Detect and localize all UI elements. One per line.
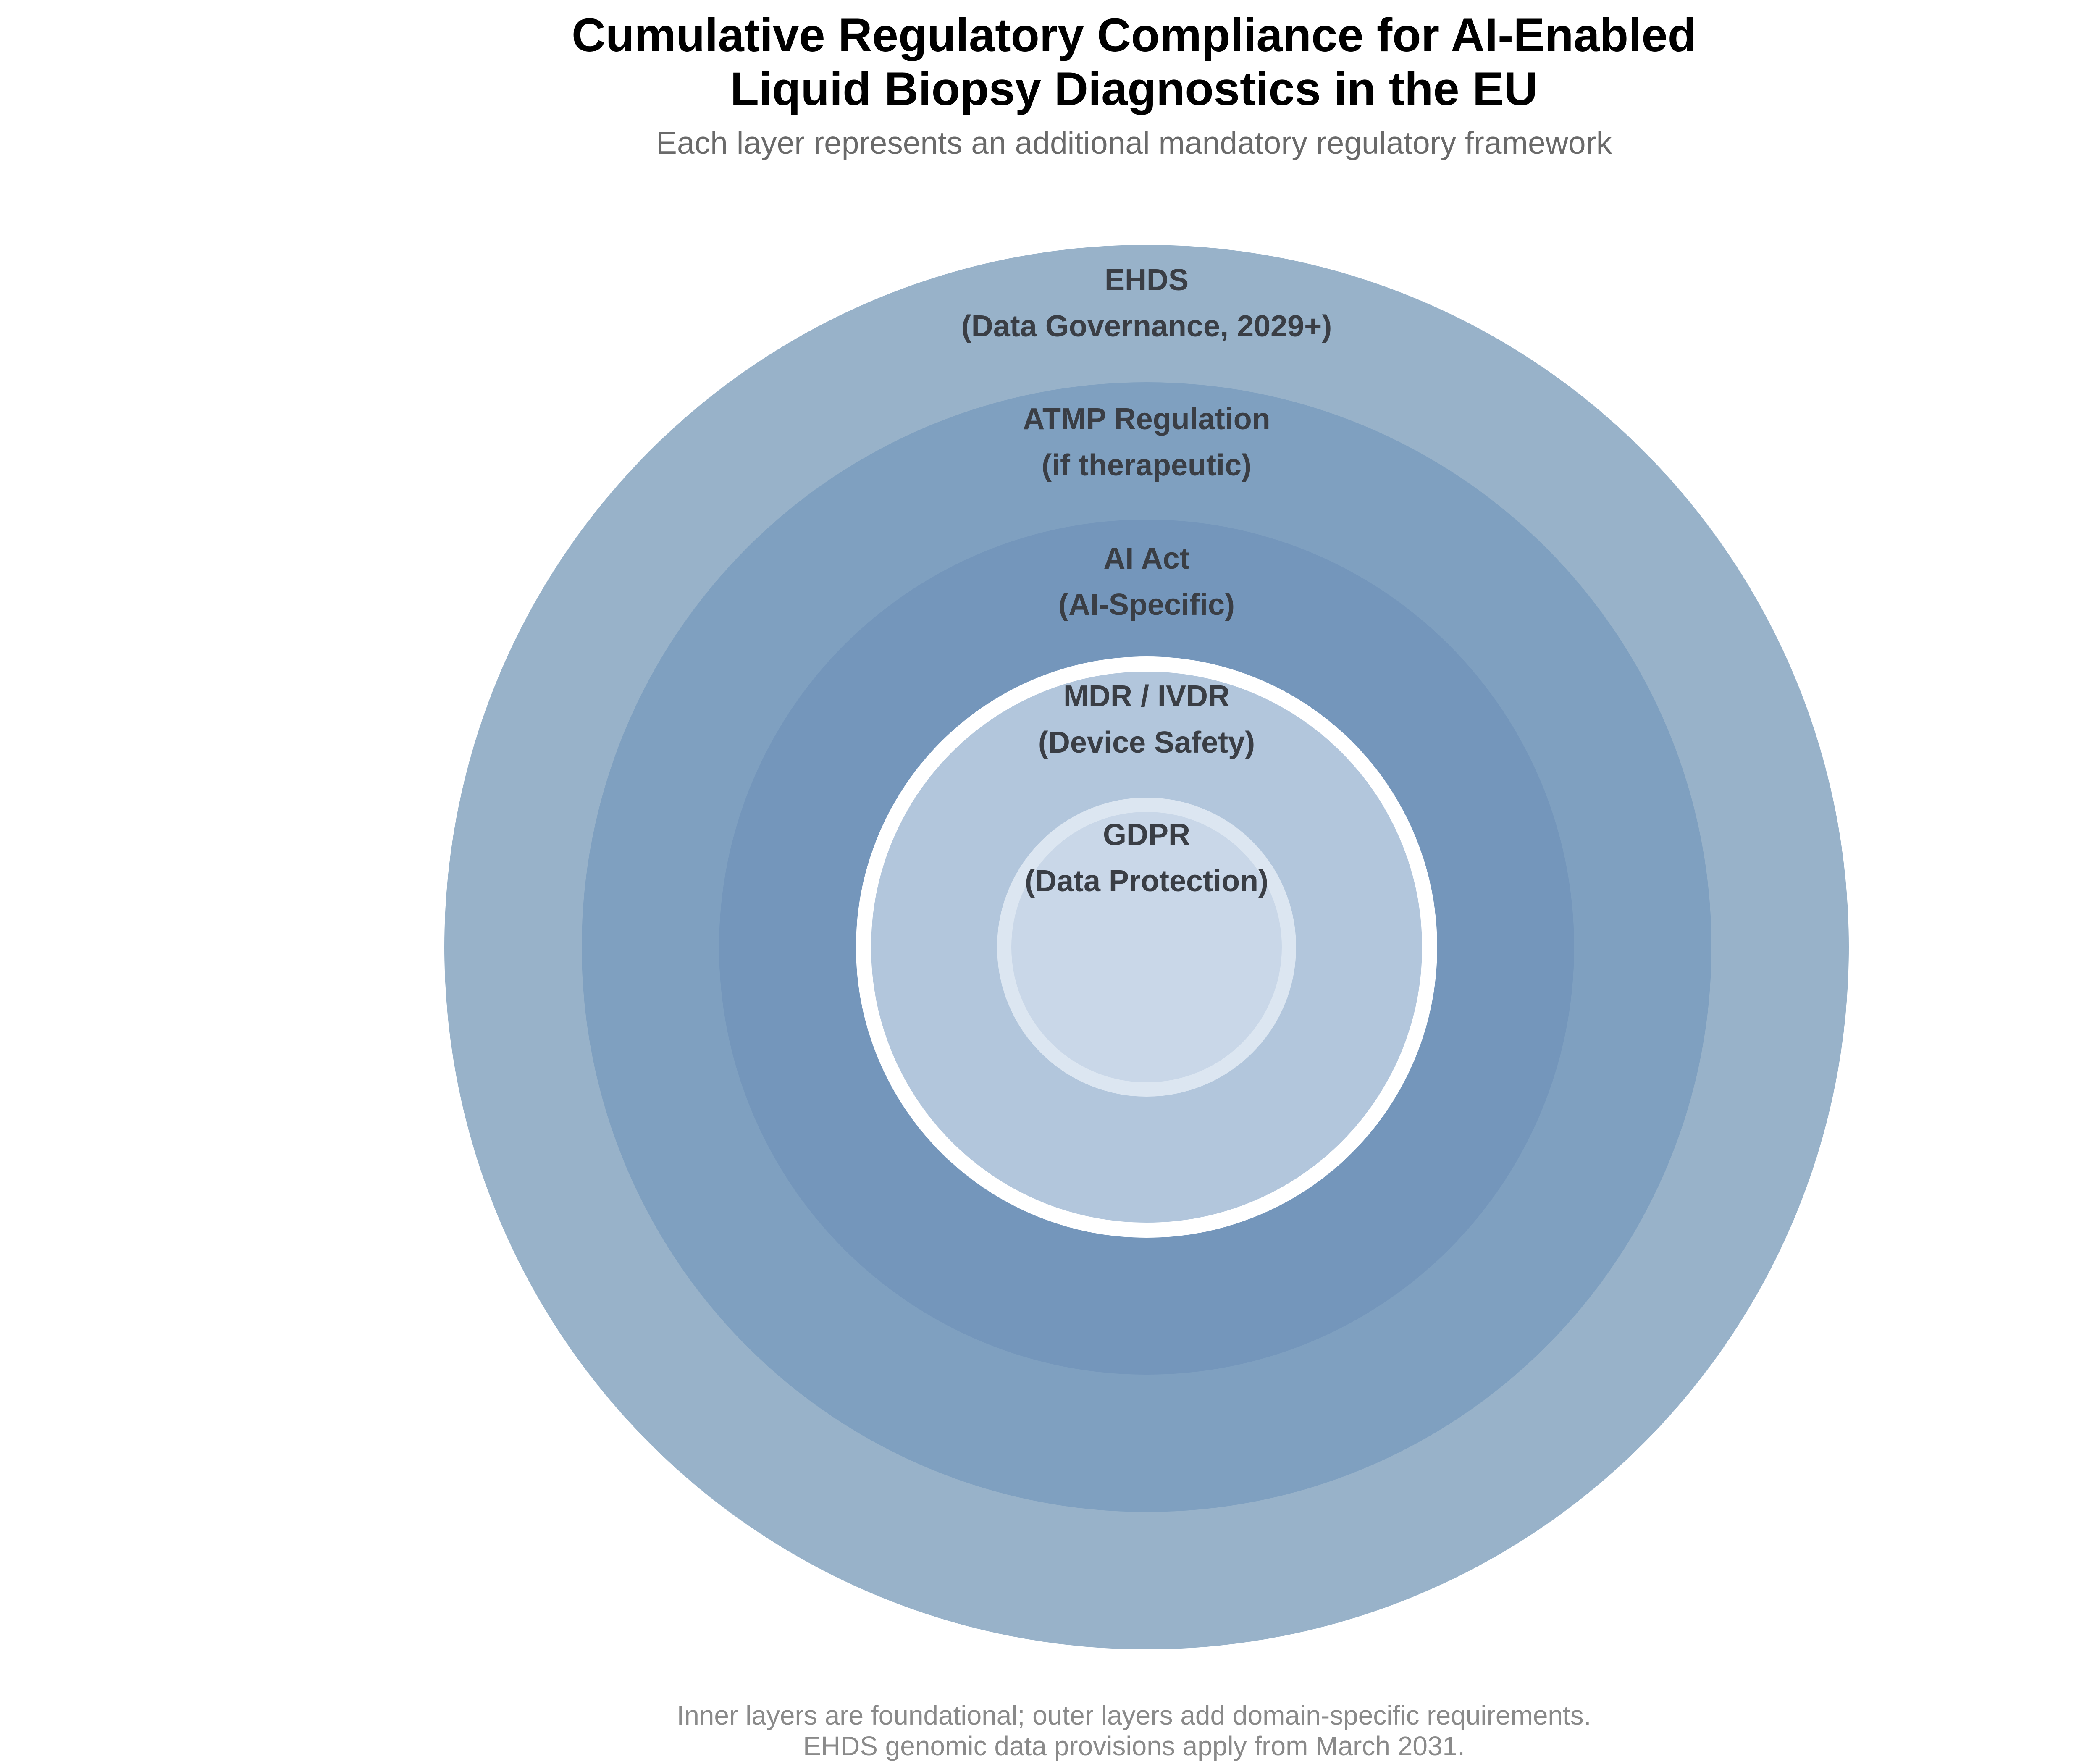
ring-gdpr (997, 798, 1296, 1097)
chart-title: Cumulative Regulatory Compliance for AI-… (571, 9, 1697, 115)
chart-caption: Inner layers are foundational; outer lay… (677, 1700, 1591, 1761)
layer-name: EHDS (1104, 263, 1189, 297)
layer-sublabel: (Data Protection) (1024, 864, 1269, 898)
layer-label-atmp: ATMP Regulation (if therapeutic) (727, 396, 1567, 488)
layer-label-ai-act: AI Act (AI-Specific) (727, 536, 1567, 628)
chart-subtitle: Each layer represents an additional mand… (656, 125, 1612, 160)
layer-label-gdpr: GDPR (Data Protection) (727, 812, 1567, 904)
layer-label-mdr-ivdr: MDR / IVDR (Device Safety) (727, 673, 1567, 766)
layer-name: GDPR (1102, 818, 1191, 852)
layer-sublabel: (Device Safety) (1038, 726, 1255, 759)
layer-sublabel: (if therapeutic) (1041, 449, 1252, 482)
layer-name: ATMP Regulation (1023, 402, 1270, 436)
layer-label-ehds: EHDS (Data Governance, 2029+) (727, 257, 1567, 349)
layer-name: MDR / IVDR (1063, 680, 1230, 713)
layer-name: AI Act (1103, 542, 1190, 575)
layer-sublabel: (Data Governance, 2029+) (961, 310, 1332, 343)
layer-sublabel: (AI-Specific) (1058, 588, 1235, 622)
